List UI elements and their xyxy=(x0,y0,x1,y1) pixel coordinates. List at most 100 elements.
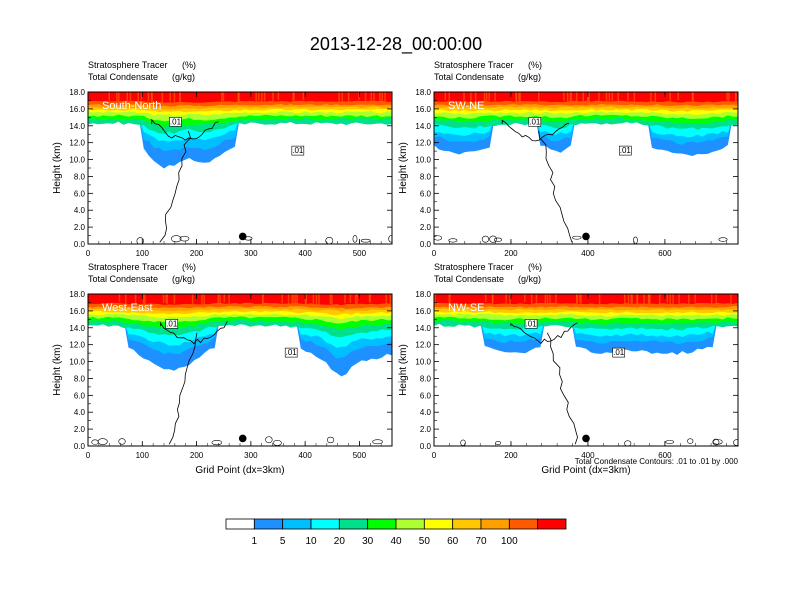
y-tick-label: 14.0 xyxy=(415,324,431,333)
y-tick-label: 2.0 xyxy=(74,223,86,232)
x-tick-label: 200 xyxy=(504,451,518,460)
y-tick-label: 2.0 xyxy=(74,425,86,434)
x-tick-label: 200 xyxy=(190,451,204,460)
contour-note: Total Condensate Contours: .01 to .01 by… xyxy=(575,457,739,466)
colorbar-swatch xyxy=(310,518,340,530)
subtitle-tracer: Stratosphere Tracer xyxy=(88,60,168,70)
y-tick-label: 14.0 xyxy=(69,324,85,333)
colorbar-swatch xyxy=(338,518,369,530)
y-tick-label: 12.0 xyxy=(415,341,431,350)
y-tick-label: 0.0 xyxy=(74,442,86,451)
contour-label: .01 xyxy=(529,117,541,126)
y-tick-label: 18.0 xyxy=(69,88,85,97)
y-tick-label: 6.0 xyxy=(74,189,86,198)
x-tick-label: 400 xyxy=(581,249,595,258)
colorbar-label: 30 xyxy=(362,536,374,547)
x-tick-label: 100 xyxy=(136,451,150,460)
y-tick-label: 0.0 xyxy=(420,240,432,249)
subtitle-condensate-units: (g/kg) xyxy=(172,274,195,284)
subtitle-condensate: Total Condensate xyxy=(434,274,504,284)
x-tick-label: 500 xyxy=(353,451,367,460)
contour-label-box xyxy=(291,145,305,156)
colorbar-swatch xyxy=(508,518,539,530)
contour-field xyxy=(434,92,738,244)
y-tick-label: 16.0 xyxy=(69,307,85,316)
colorbar-swatch xyxy=(452,518,482,530)
y-tick-label: 8.0 xyxy=(74,172,86,181)
colorbar-label: 1 xyxy=(252,536,258,547)
y-tick-label: 12.0 xyxy=(69,139,85,148)
x-tick-label: 400 xyxy=(298,249,312,258)
x-tick-label: 0 xyxy=(432,249,437,258)
subtitle-tracer: Stratosphere Tracer xyxy=(88,262,168,272)
contour-label-box xyxy=(528,117,542,127)
location-marker xyxy=(238,232,247,241)
colorbar-label: 50 xyxy=(419,536,431,547)
y-tick-label: 0.0 xyxy=(420,442,432,451)
panel-nw-se: Stratosphere Tracer (%) Total Condensate (g… xyxy=(398,262,739,476)
y-axis-label: Height (km) xyxy=(398,344,409,396)
y-tick-label: 4.0 xyxy=(420,408,432,417)
colorbar-swatch xyxy=(253,518,284,530)
y-tick-label: 16.0 xyxy=(415,105,431,114)
subtitle-condensate: Total Condensate xyxy=(88,274,158,284)
subtitle-tracer-units: (%) xyxy=(182,262,196,272)
subtitle-condensate-units: (g/kg) xyxy=(172,72,195,82)
subtitle-tracer-units: (%) xyxy=(528,60,542,70)
contour-label: .01 xyxy=(166,319,178,328)
y-axis-label: Height (km) xyxy=(52,344,63,396)
x-tick-label: 300 xyxy=(244,249,258,258)
y-tick-label: 10.0 xyxy=(415,156,431,165)
colorbar-swatch xyxy=(480,518,510,530)
y-tick-label: 10.0 xyxy=(69,156,85,165)
panel-label: South-North xyxy=(102,100,161,112)
y-tick-label: 6.0 xyxy=(420,189,432,198)
colorbar-label: 70 xyxy=(475,536,487,547)
contour-label: .01 xyxy=(620,146,632,155)
colorbar-label: 10 xyxy=(305,536,317,547)
y-tick-label: 4.0 xyxy=(74,408,86,417)
figure-title: 2013-12-28_00:00:00 xyxy=(310,34,482,55)
y-tick-label: 8.0 xyxy=(420,374,432,383)
y-tick-label: 18.0 xyxy=(415,88,431,97)
x-tick-label: 300 xyxy=(244,451,258,460)
colorbar: 1 5 10 20 30 40 50 60 70 100 xyxy=(225,518,567,547)
y-axis-label: Height (km) xyxy=(398,142,409,194)
colorbar-label: 20 xyxy=(334,536,346,547)
colorbar-label: 60 xyxy=(447,536,459,547)
contour-label-box xyxy=(524,319,538,329)
y-tick-label: 0.0 xyxy=(74,240,86,249)
subtitle-condensate: Total Condensate xyxy=(88,72,158,82)
contour-label-box xyxy=(619,145,632,156)
x-tick-label: 0 xyxy=(86,249,91,258)
colorbar-swatch xyxy=(537,518,567,530)
subtitle-tracer-units: (%) xyxy=(182,60,196,70)
contour-label: .01 xyxy=(170,117,182,126)
subtitle-tracer: Stratosphere Tracer xyxy=(434,60,514,70)
x-tick-label: 400 xyxy=(581,451,595,460)
x-tick-label: 200 xyxy=(504,249,518,258)
y-tick-label: 16.0 xyxy=(69,105,85,114)
contour-label-box xyxy=(612,347,625,358)
y-tick-label: 8.0 xyxy=(420,172,432,181)
contour-label: .01 xyxy=(526,319,538,328)
y-tick-label: 14.0 xyxy=(69,122,85,131)
y-tick-label: 8.0 xyxy=(74,374,86,383)
y-tick-label: 10.0 xyxy=(415,358,431,367)
contour-field xyxy=(434,294,738,446)
x-tick-label: 0 xyxy=(432,451,437,460)
panel-west-east: Stratosphere Tracer (%) Total Condensate (g… xyxy=(52,262,393,476)
colorbar-swatch xyxy=(225,518,255,530)
y-tick-label: 10.0 xyxy=(69,358,85,367)
colorbar-swatch xyxy=(367,518,397,530)
contour-label: .01 xyxy=(286,348,298,357)
contour-label: .01 xyxy=(292,146,304,155)
y-tick-label: 12.0 xyxy=(69,341,85,350)
y-tick-label: 18.0 xyxy=(69,290,85,299)
subtitle-condensate: Total Condensate xyxy=(434,72,504,82)
location-marker xyxy=(238,434,247,443)
subtitle-tracer: Stratosphere Tracer xyxy=(434,262,514,272)
location-marker xyxy=(582,434,590,443)
contour-label-box xyxy=(284,347,298,358)
